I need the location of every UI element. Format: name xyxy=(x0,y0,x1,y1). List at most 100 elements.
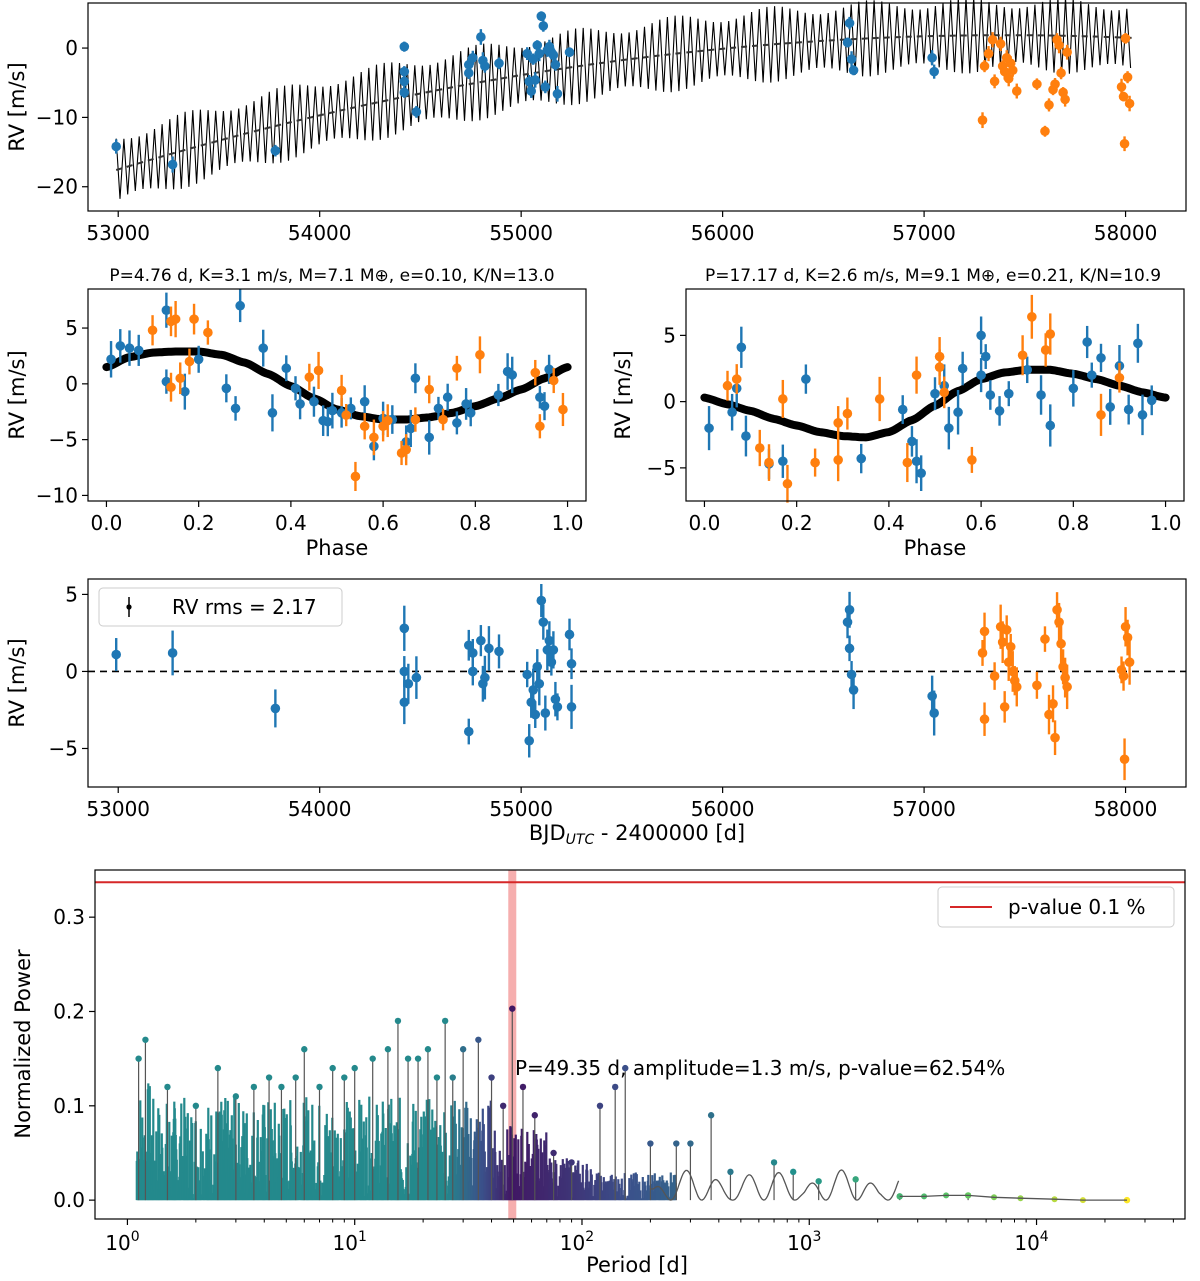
data-point xyxy=(567,659,577,669)
data-point xyxy=(1040,126,1050,136)
periodogram-peak-point xyxy=(475,1037,481,1043)
periodogram-peak-point xyxy=(135,1055,141,1061)
data-point xyxy=(540,401,550,411)
data-point xyxy=(424,385,434,395)
data-point xyxy=(986,390,996,400)
residuals-xlabel-subscript: UTC xyxy=(566,832,595,848)
data-point xyxy=(424,433,434,443)
data-point xyxy=(400,624,410,634)
data-point xyxy=(980,627,990,637)
data-point xyxy=(565,630,575,640)
data-point xyxy=(810,458,820,468)
data-point xyxy=(1004,389,1014,399)
panel-phase-planet-b: P=4.76 d, K=3.1 m/s, M=7.1 M⊕, e=0.10, K… xyxy=(5,266,586,560)
data-point xyxy=(732,374,742,384)
data-point xyxy=(1123,72,1133,82)
data-point xyxy=(535,421,545,431)
x-tick-label: 54000 xyxy=(288,797,352,821)
data-point xyxy=(148,325,158,335)
x-tick-label: 0.0 xyxy=(91,511,123,535)
model-curve xyxy=(116,0,1130,199)
periodogram-peak-point xyxy=(790,1169,796,1175)
periodogram-peak-point xyxy=(450,1074,456,1080)
data-point xyxy=(1062,682,1072,692)
data-point xyxy=(166,382,176,392)
data-point xyxy=(541,708,551,718)
periodogram-peak-point xyxy=(385,1046,391,1052)
data-point xyxy=(1022,365,1032,375)
x-tick-label: 0.8 xyxy=(459,511,491,535)
periodogram-ylabel: Normalized Power xyxy=(11,949,35,1139)
data-point xyxy=(547,657,557,667)
residuals-legend-point-marker xyxy=(126,604,131,609)
periodogram-peak-point xyxy=(329,1065,335,1071)
periodogram-peak-point xyxy=(395,1018,401,1024)
data-point xyxy=(1125,657,1135,667)
data-point xyxy=(1133,339,1143,349)
periodogram-peak-point xyxy=(301,1046,307,1052)
residuals-legend-label: RV rms = 2.17 xyxy=(172,595,317,619)
data-point xyxy=(175,373,185,383)
data-point xyxy=(369,433,379,443)
data-point xyxy=(980,61,990,71)
periodogram-peak-point xyxy=(316,1084,322,1090)
x-tick-label: 0.6 xyxy=(367,511,399,535)
periodogram-peak-point xyxy=(142,1037,148,1043)
x-tick-label: 103 xyxy=(787,1229,821,1255)
phase-b-xlabel: Phase xyxy=(306,536,369,560)
data-point xyxy=(452,363,462,373)
data-point xyxy=(1060,95,1070,105)
x-tick-label: 57000 xyxy=(892,221,956,245)
x-tick-label: 53000 xyxy=(86,797,150,821)
periodogram-peak-point xyxy=(815,1178,821,1184)
rv-timeseries-marks xyxy=(111,0,1134,199)
data-point xyxy=(1105,402,1115,412)
periodogram-peak-point xyxy=(251,1084,257,1090)
data-point xyxy=(1096,410,1106,420)
data-point xyxy=(185,357,195,367)
data-point xyxy=(558,405,568,415)
data-point xyxy=(268,408,278,418)
data-point xyxy=(438,415,448,425)
data-point xyxy=(314,366,324,376)
x-tick-label: 100 xyxy=(105,1229,139,1255)
data-point xyxy=(494,59,504,69)
periodogram-tail-line-end xyxy=(900,1195,1127,1200)
periodogram-peak-point xyxy=(647,1140,653,1146)
data-point xyxy=(194,354,204,364)
data-point xyxy=(476,636,486,646)
x-tick-label: 55000 xyxy=(489,797,553,821)
data-point xyxy=(929,708,939,718)
periodogram-peak-point xyxy=(405,1055,411,1061)
data-point xyxy=(1120,754,1130,764)
data-point xyxy=(1062,47,1072,57)
data-point xyxy=(532,662,542,672)
data-point xyxy=(833,418,843,428)
data-point xyxy=(778,456,788,466)
data-point xyxy=(845,644,855,654)
data-point xyxy=(480,673,490,683)
periodogram-peak-point xyxy=(520,1084,526,1090)
periodogram-peak-point xyxy=(597,1103,603,1109)
y-tick-label: −5 xyxy=(49,736,78,760)
periodogram-peak-point xyxy=(673,1140,679,1146)
y-tick-label: 0 xyxy=(65,372,78,396)
data-point xyxy=(494,390,504,400)
data-point xyxy=(996,39,1006,49)
periodogram-peak-point xyxy=(278,1084,284,1090)
data-point xyxy=(551,60,561,70)
data-point xyxy=(168,160,178,170)
data-point xyxy=(383,416,393,426)
data-point xyxy=(927,53,937,63)
data-point xyxy=(337,386,347,396)
periodogram-peak-point xyxy=(415,1055,421,1061)
data-point xyxy=(476,32,486,42)
data-point xyxy=(162,305,172,315)
data-point xyxy=(1045,329,1055,339)
data-point xyxy=(1082,337,1092,347)
data-point xyxy=(168,648,178,658)
residuals-xlabel-main: BJD xyxy=(529,821,566,845)
data-point xyxy=(1069,384,1079,394)
data-point xyxy=(1045,421,1055,431)
data-point xyxy=(530,368,540,378)
